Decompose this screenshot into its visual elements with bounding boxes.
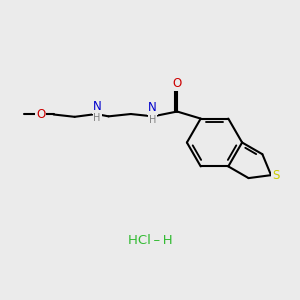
Text: H: H bbox=[149, 115, 156, 125]
Text: S: S bbox=[272, 169, 279, 182]
Text: H: H bbox=[94, 113, 101, 123]
Text: O: O bbox=[173, 77, 182, 90]
Text: N: N bbox=[148, 101, 157, 115]
Text: HCl – H: HCl – H bbox=[128, 233, 172, 247]
Text: O: O bbox=[36, 108, 45, 121]
Text: N: N bbox=[93, 100, 102, 112]
